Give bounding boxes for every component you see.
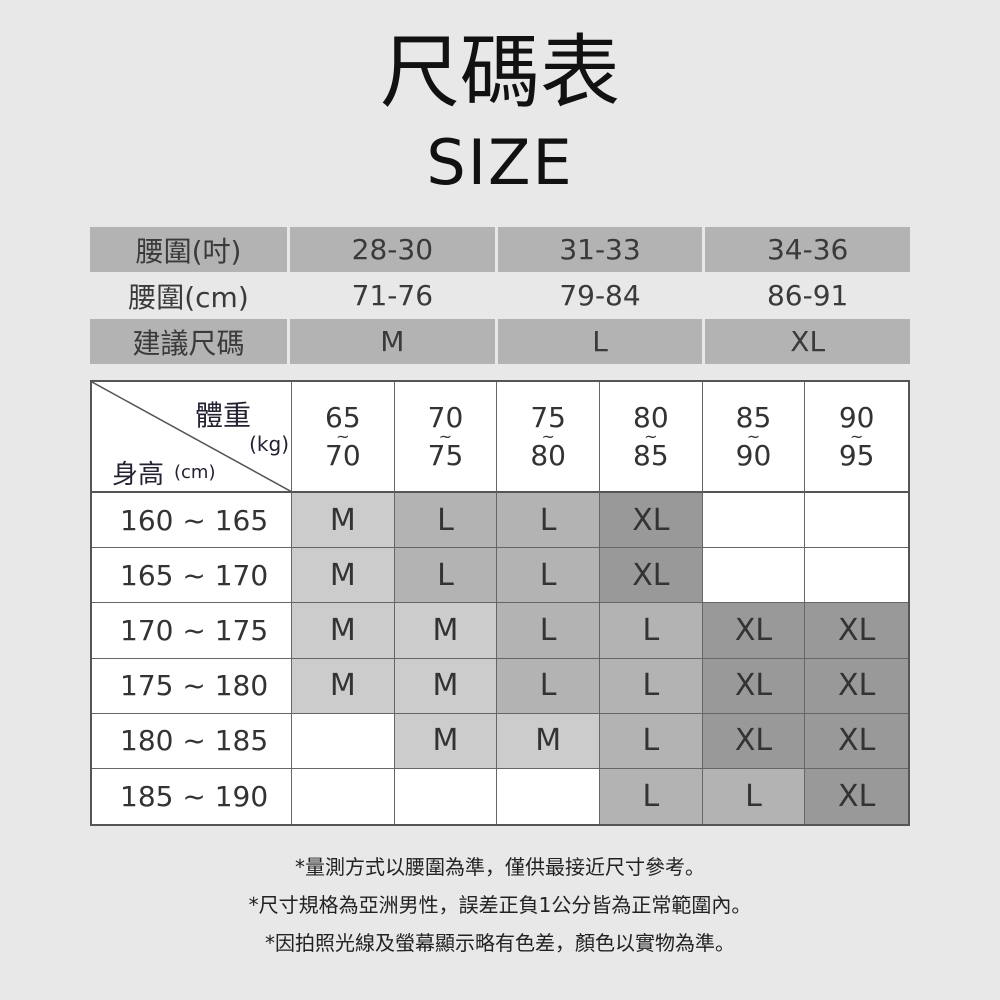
weight-from: 75 — [530, 400, 566, 434]
weight-from: 70 — [427, 400, 464, 434]
row-value: 34-36 — [705, 227, 911, 272]
row-value: 86-91 — [766, 279, 849, 312]
weight-unit: (kg) — [249, 432, 289, 456]
waist-size-table: 腰圍(吋) 28-30 31-33 34-36 腰圍(cm) 71-76 79-84 86-9… — [90, 227, 911, 365]
height-row-label: 175 ~ 180 — [92, 658, 292, 714]
waist-table-row: 腰圍(吋) 28-30 31-33 34-36 — [90, 227, 911, 272]
size-cell: M — [292, 658, 395, 714]
size-cell: L — [497, 603, 600, 659]
height-row-label: 160 ~ 165 — [92, 493, 292, 549]
size-cell — [497, 768, 600, 824]
weight-to: 80 — [530, 438, 566, 472]
height-unit: (cm) — [174, 462, 216, 483]
row-value: XL — [705, 319, 911, 364]
tilde: ~ — [746, 426, 761, 446]
weight-to: 90 — [735, 438, 772, 472]
size-cell: L — [394, 493, 498, 549]
row-value: 79-84 — [559, 279, 641, 312]
size-cell: L — [394, 548, 498, 604]
size-cell — [292, 768, 395, 824]
height-row-label: 185 ~ 190 — [92, 768, 292, 824]
size-cell — [702, 548, 806, 604]
size-cell: L — [599, 768, 703, 824]
weight-column-header: 90 ~95 — [805, 382, 908, 493]
weight-column-header: 85 ~90 — [702, 382, 806, 493]
size-cell: XL — [702, 658, 806, 714]
height-row-label: 170 ~ 175 — [92, 603, 292, 659]
size-cell: M — [292, 603, 395, 659]
size-cell — [702, 493, 806, 549]
size-cell: M — [394, 603, 498, 659]
row-label: 建議尺碼 — [90, 319, 287, 364]
size-cell: XL — [702, 713, 806, 769]
row-value: 71-76 — [351, 279, 434, 312]
tilde: ~ — [336, 426, 350, 446]
page-title: 尺碼表 — [380, 26, 620, 119]
weight-column-header: 80 ~85 — [599, 382, 703, 493]
size-cell: L — [599, 713, 703, 769]
tilde: ~ — [644, 426, 658, 446]
weight-to: 85 — [633, 438, 669, 472]
size-cell — [292, 713, 395, 769]
size-cell: L — [599, 603, 703, 659]
size-cell: XL — [805, 713, 908, 769]
row-label: 腰圍(吋) — [90, 227, 287, 272]
table-corner-header: 體重 (kg) 身高 (cm) — [92, 382, 292, 493]
row-value: 28-30 — [290, 227, 495, 272]
row-value: 31-33 — [497, 227, 703, 272]
size-cell — [395, 768, 498, 824]
size-cell: L — [497, 658, 600, 714]
tilde: ~ — [541, 426, 555, 446]
note-line: *尺寸規格為亞洲男性，誤差正負1公分皆為正常範圍內。 — [248, 893, 752, 917]
row-value: M — [290, 319, 495, 364]
height-weight-size-table: 體重 (kg) 身高 (cm) 65 ~70 70 ~75 75 ~80 80 ~85 85 ~9… — [90, 380, 910, 826]
size-cell: M — [292, 493, 395, 549]
note-line: *因拍照光線及螢幕顯示略有色差，顏色以實物為準。 — [265, 931, 735, 955]
weight-to: 75 — [427, 438, 464, 472]
weight-column-header: 65 ~70 — [292, 382, 395, 493]
size-cell: M — [394, 658, 498, 714]
weight-from: 65 — [325, 400, 361, 434]
note-line: *量測方式以腰圍為準，僅供最接近尺寸參考。 — [295, 855, 705, 879]
weight-to: 70 — [325, 438, 361, 472]
height-label: 身高 — [112, 460, 165, 490]
size-cell — [805, 548, 908, 604]
size-cell: L — [702, 768, 806, 824]
size-cell: M — [497, 713, 600, 769]
page-subtitle: SIZE — [426, 126, 574, 199]
weight-column-header: 75 ~80 — [497, 382, 600, 493]
size-cell: XL — [805, 603, 908, 659]
size-cell: XL — [599, 493, 703, 549]
size-cell: XL — [805, 658, 908, 714]
weight-column-header: 70 ~75 — [394, 382, 498, 493]
size-cell: XL — [599, 548, 703, 604]
waist-table-row: 建議尺碼 M L XL — [90, 319, 911, 364]
diagonal-divider — [92, 382, 292, 492]
tilde: ~ — [849, 426, 864, 446]
row-label: 腰圍(cm) — [128, 280, 249, 314]
weight-from: 85 — [735, 400, 772, 434]
size-cell: L — [497, 548, 600, 604]
size-cell: M — [292, 548, 395, 604]
notes: *量測方式以腰圍為準，僅供最接近尺寸參考。 *尺寸規格為亞洲男性，誤差正負1公分皆… — [0, 848, 1000, 962]
size-cell: XL — [805, 768, 908, 824]
size-cell: L — [599, 658, 703, 714]
tilde: ~ — [438, 426, 453, 446]
size-cell: L — [497, 493, 600, 549]
weight-label: 體重 — [194, 399, 251, 432]
row-value: L — [497, 319, 703, 364]
size-cell — [805, 493, 908, 549]
weight-to: 95 — [838, 438, 875, 472]
size-cell: XL — [702, 603, 806, 659]
size-cell: M — [394, 713, 498, 769]
waist-table-row: 腰圍(cm) 71-76 79-84 86-91 — [90, 273, 910, 318]
weight-from: 80 — [633, 400, 669, 434]
weight-from: 90 — [838, 400, 875, 434]
height-row-label: 180 ~ 185 — [92, 713, 292, 769]
height-row-label: 165 ~ 170 — [92, 548, 292, 604]
